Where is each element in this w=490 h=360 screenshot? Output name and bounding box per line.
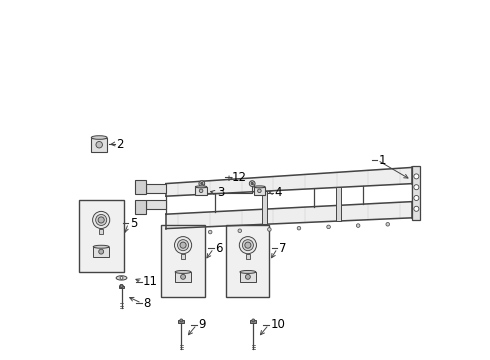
Circle shape	[245, 242, 251, 248]
Polygon shape	[166, 202, 413, 229]
Circle shape	[356, 224, 360, 228]
Circle shape	[120, 285, 123, 288]
Circle shape	[386, 222, 390, 226]
Bar	[146, 200, 166, 209]
Bar	[240, 272, 256, 282]
Bar	[79, 200, 123, 272]
Text: 8: 8	[143, 297, 150, 310]
Circle shape	[414, 206, 419, 211]
Bar	[181, 254, 185, 259]
Circle shape	[258, 189, 261, 193]
Circle shape	[96, 141, 102, 148]
Circle shape	[243, 240, 253, 251]
Circle shape	[98, 249, 103, 254]
Circle shape	[180, 242, 186, 248]
Bar	[119, 286, 124, 288]
Bar	[226, 225, 270, 297]
Text: 7: 7	[279, 242, 286, 255]
Circle shape	[120, 276, 123, 279]
Text: 10: 10	[270, 318, 285, 331]
Circle shape	[96, 215, 107, 225]
Bar	[162, 225, 205, 297]
Circle shape	[414, 195, 419, 201]
Circle shape	[208, 230, 212, 234]
Ellipse shape	[254, 186, 265, 188]
Circle shape	[414, 174, 419, 179]
Ellipse shape	[116, 276, 127, 280]
Circle shape	[201, 183, 203, 185]
Circle shape	[249, 181, 255, 186]
Text: 6: 6	[215, 242, 222, 255]
Text: 4: 4	[274, 186, 282, 199]
Bar	[146, 184, 166, 193]
Circle shape	[174, 237, 192, 254]
Text: 9: 9	[198, 318, 206, 331]
Circle shape	[252, 319, 255, 322]
Text: 5: 5	[130, 217, 137, 230]
Ellipse shape	[196, 186, 207, 188]
Polygon shape	[166, 167, 413, 196]
Bar	[91, 138, 107, 152]
Circle shape	[181, 274, 186, 279]
Circle shape	[239, 237, 256, 254]
Bar	[93, 247, 109, 257]
Text: 3: 3	[217, 186, 224, 199]
Ellipse shape	[91, 136, 107, 139]
Circle shape	[297, 226, 301, 230]
Circle shape	[93, 211, 110, 229]
Ellipse shape	[93, 245, 109, 248]
Bar	[336, 187, 342, 221]
Circle shape	[177, 240, 189, 251]
Circle shape	[120, 284, 123, 288]
Bar	[413, 166, 420, 220]
Bar	[262, 191, 268, 224]
Circle shape	[98, 217, 104, 223]
Bar	[196, 187, 207, 195]
Circle shape	[199, 189, 203, 193]
Circle shape	[327, 225, 330, 229]
Bar	[135, 200, 146, 214]
Circle shape	[180, 319, 183, 322]
Bar	[99, 229, 103, 234]
Text: 2: 2	[116, 138, 123, 150]
Bar	[178, 320, 184, 323]
Ellipse shape	[240, 270, 256, 273]
Circle shape	[238, 229, 242, 233]
Circle shape	[414, 185, 419, 190]
Bar	[175, 272, 191, 282]
Ellipse shape	[175, 270, 191, 273]
Text: 11: 11	[143, 275, 158, 288]
Bar	[250, 320, 256, 323]
Circle shape	[268, 228, 271, 231]
Circle shape	[251, 183, 253, 185]
Circle shape	[199, 181, 205, 186]
Text: 12: 12	[232, 171, 247, 184]
Bar	[254, 187, 265, 195]
Bar	[135, 180, 146, 194]
Circle shape	[245, 274, 250, 279]
Bar	[246, 254, 250, 259]
Text: 1: 1	[379, 154, 387, 167]
